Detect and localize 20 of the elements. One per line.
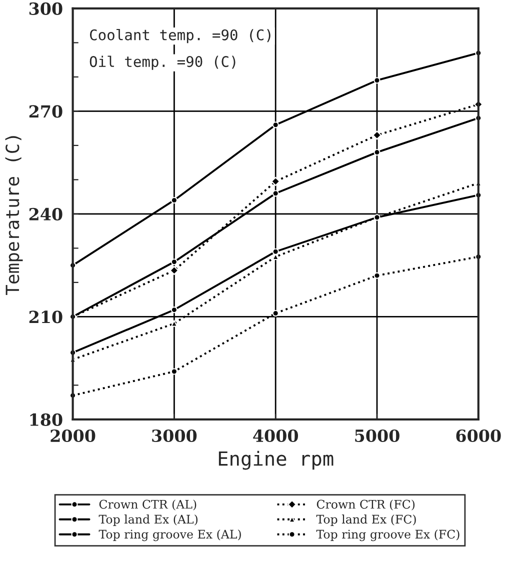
legend-label: Crown CTR (AL) [99,500,196,510]
y-tick-label: 180 [30,413,62,426]
legend-label: Top ring groove Ex (AL) [98,530,241,542]
y-tick-label: 210 [29,310,62,324]
y-tick-label: 300 [29,2,62,16]
x-tick-label: 2000 [50,429,96,442]
x-axis-title: Engine rpm [218,450,334,470]
annotation: Oil temp. =90 (C) [90,56,236,70]
legend-label: Top ring groove Ex (FC) [316,530,460,542]
x-tick-label: 4000 [253,429,298,442]
x-tick-label: 3000 [152,429,197,442]
legend-label: Crown CTR (FC) [316,500,415,510]
legend-label: Top land Ex (FC) [316,514,416,526]
y-tick-label: 270 [29,105,62,118]
x-tick-label: 6000 [456,429,501,442]
y-tick-label: 240 [29,208,62,221]
legend-label: Top land Ex (AL) [98,514,198,526]
annotation: Coolant temp. =90 (C) [90,28,270,44]
x-tick-label: 5000 [355,429,400,442]
y-axis-title: Temperature (C) [5,136,23,296]
